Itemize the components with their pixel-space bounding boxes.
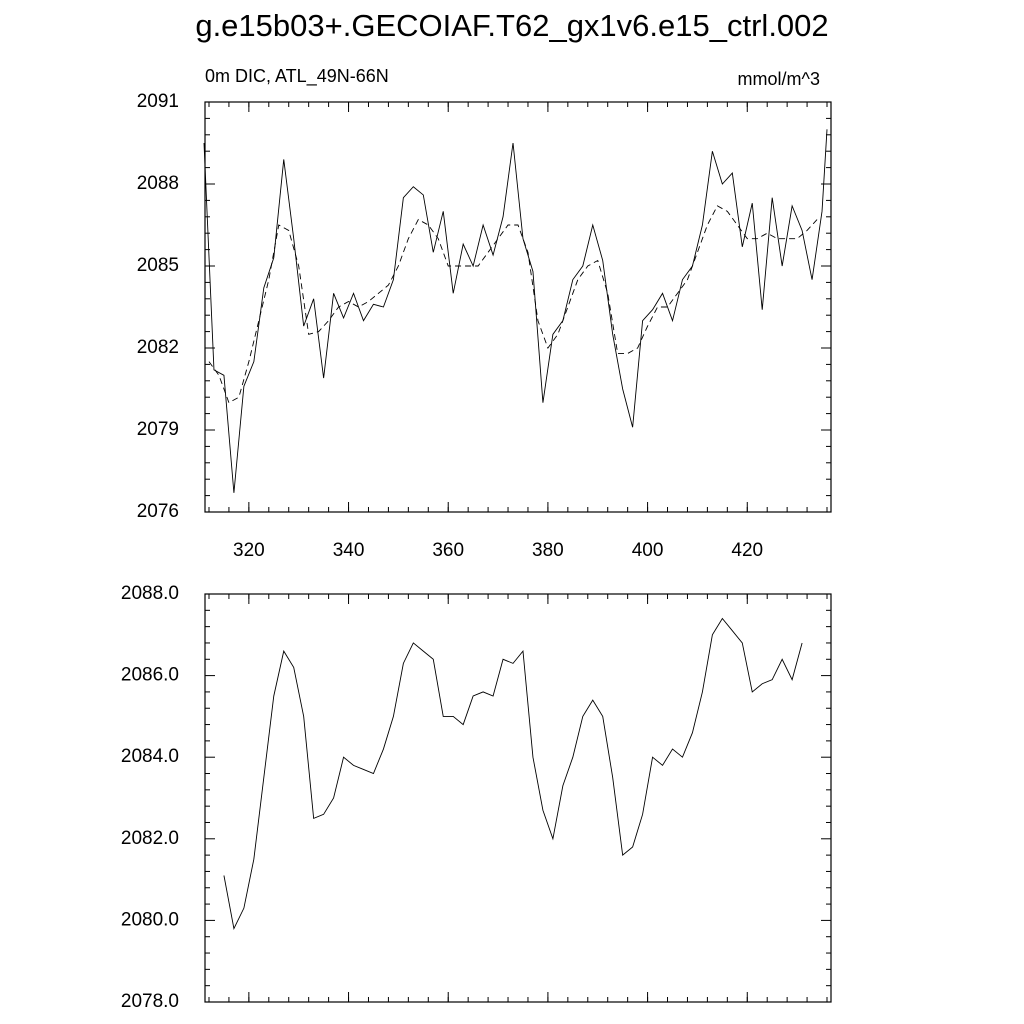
y-tick-label: 2079 xyxy=(137,419,179,440)
y-tick-label: 2078.0 xyxy=(121,991,179,1012)
y-tick-label: 2082 xyxy=(137,337,179,358)
y-tick-label: 2091 xyxy=(137,91,179,112)
y-tick-label: 2088 xyxy=(137,173,179,194)
right-string: mmol/m^3 xyxy=(738,69,820,89)
plot-frame xyxy=(204,593,832,1003)
line-series xyxy=(203,129,828,493)
y-tick-label: 2080.0 xyxy=(121,909,179,930)
chart-title: g.e15b03+.GECOIAF.T62_gx1v6.e15_ctrl.002 xyxy=(195,8,828,43)
y-tick-label: 2084.0 xyxy=(121,746,179,767)
x-tick-label: 400 xyxy=(632,540,664,561)
y-tick-label: 2086.0 xyxy=(121,665,179,686)
line-series xyxy=(223,617,803,930)
line-series xyxy=(208,205,818,404)
x-tick-label: 360 xyxy=(432,540,464,561)
y-tick-label: 2082.0 xyxy=(121,828,179,849)
y-tick-label: 2085 xyxy=(137,255,179,276)
x-tick-label: 320 xyxy=(233,540,265,561)
plot-frame xyxy=(204,101,832,513)
y-tick-label: 2088.0 xyxy=(121,583,179,604)
x-tick-label: 340 xyxy=(333,540,365,561)
y-tick-label: 2076 xyxy=(137,501,179,522)
x-tick-label: 420 xyxy=(731,540,763,561)
x-tick-label: 380 xyxy=(532,540,564,561)
left-string: 0m DIC, ATL_49N-66N xyxy=(205,66,389,87)
